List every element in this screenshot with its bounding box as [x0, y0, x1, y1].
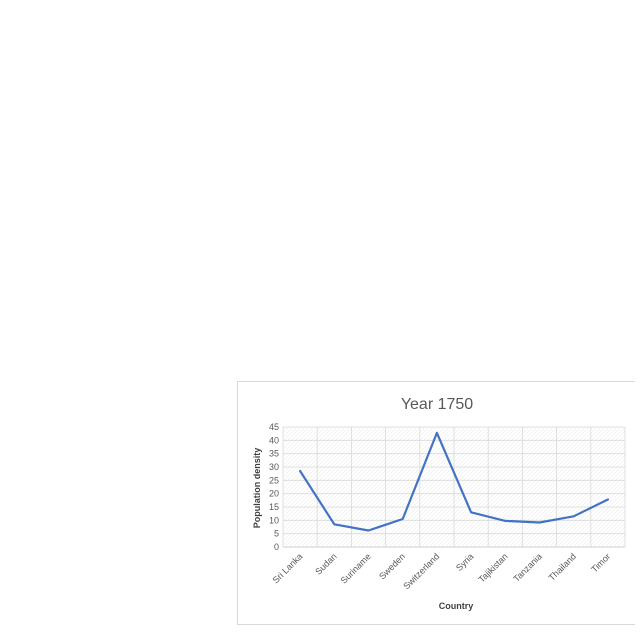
series-line [298, 431, 609, 532]
x-tick-label: Sri Lanka [271, 551, 305, 585]
chart-frame: Year 1750 0 5 10 15 20 25 30 35 40 45 Sri Lanka Su… [237, 381, 635, 625]
y-tick-label: 35 [269, 449, 279, 459]
x-tick-label: Sweden [377, 551, 407, 581]
y-axis-ticks: 0 5 10 15 20 25 30 35 40 45 [269, 422, 279, 552]
y-tick-label: 25 [269, 475, 279, 485]
x-tick-label: Switzerland [401, 551, 441, 591]
y-tick-label: 20 [269, 489, 279, 499]
line-chart: Year 1750 0 5 10 15 20 25 30 35 40 45 Sri Lanka Su… [252, 396, 626, 611]
chart-title: Year 1750 [401, 396, 473, 413]
x-tick-label: Suriname [339, 551, 373, 585]
y-tick-label: 45 [269, 422, 279, 432]
x-tick-label: Tajikistan [476, 551, 509, 584]
x-tick-label: Tanzania [511, 551, 544, 584]
x-tick-label: Sudan [313, 551, 338, 576]
y-axis-title: Population density [252, 448, 262, 529]
y-tick-label: 5 [274, 529, 279, 539]
y-tick-label: 30 [269, 462, 279, 472]
y-tick-label: 15 [269, 502, 279, 512]
x-tick-label: Thailand [547, 551, 578, 582]
gridlines [282, 426, 626, 548]
y-tick-label: 40 [269, 435, 279, 445]
x-tick-label: Syria [454, 551, 476, 573]
y-tick-label: 10 [269, 515, 279, 525]
series-layer [298, 431, 609, 532]
x-axis-title: Country [439, 601, 474, 611]
y-tick-label: 0 [274, 542, 279, 552]
x-tick-label: Timor [589, 551, 612, 574]
